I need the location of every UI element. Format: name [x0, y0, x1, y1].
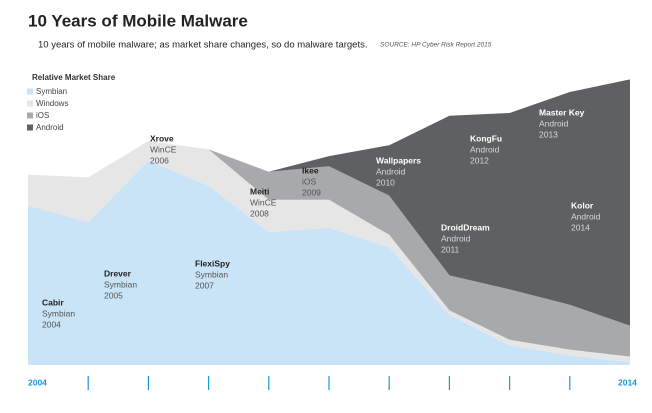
annotation-year: 2014: [571, 222, 590, 232]
annotation-platform: Android: [539, 118, 569, 128]
annotation-year: 2008: [250, 208, 269, 218]
annotation-platform: Android: [376, 166, 406, 176]
annotation-name: Cabir: [42, 297, 64, 307]
annotation-year: 2011: [441, 244, 460, 254]
area: [28, 141, 630, 357]
annotation-name: FlexiSpy: [195, 258, 230, 268]
annotation-platform: Android: [441, 233, 471, 243]
annotation-year: 2009: [302, 187, 321, 197]
legend-title: Relative Market Share: [32, 73, 116, 82]
annotation-name: Kolor: [571, 200, 594, 210]
annotation-platform: Android: [571, 211, 601, 221]
annotation-platform: WinCE: [250, 197, 277, 207]
legend-label: iOS: [36, 111, 49, 120]
annotation-platform: WinCE: [150, 144, 177, 154]
annotation-platform: Android: [470, 144, 500, 154]
x-tick-label: 2004: [28, 377, 47, 387]
annotation-year: 2007: [195, 280, 214, 290]
x-tick-label: 2014: [618, 377, 637, 387]
annotation-platform: Symbian: [42, 308, 75, 318]
legend-swatch: [27, 112, 33, 119]
annotation-year: 2013: [539, 129, 558, 139]
annotation-name: KongFu: [470, 133, 502, 143]
legend-swatch: [27, 124, 33, 131]
annotation-year: 2010: [376, 177, 395, 187]
chart-title: 10 Years of Mobile Malware: [28, 11, 248, 30]
annotation-name: DroidDream: [441, 222, 490, 232]
legend-swatch: [27, 88, 33, 95]
annotation-name: Ikee: [302, 165, 319, 175]
annotation-year: 2012: [470, 155, 489, 165]
annotation-year: 2004: [42, 319, 61, 329]
subtitle: 10 years of mobile malware; as market sh…: [38, 40, 368, 51]
legend-swatch: [27, 100, 33, 107]
legend-label: Android: [36, 123, 64, 132]
legend-label: Symbian: [36, 87, 67, 96]
annotation-name: Wallpapers: [376, 155, 421, 165]
area: [28, 160, 630, 365]
annotation-name: Xrove: [150, 133, 174, 143]
annotation-platform: iOS: [302, 176, 317, 186]
area: [28, 79, 630, 326]
legend-label: Windows: [36, 99, 68, 108]
annotation-name: Master Key: [539, 107, 585, 117]
source: SOURCE: HP Cyber Risk Report 2015: [380, 42, 492, 49]
annotation-name: Meiti: [250, 186, 269, 196]
annotation-year: 2005: [104, 290, 123, 300]
annotation-name: Drever: [104, 268, 132, 278]
annotation-platform: Symbian: [195, 269, 228, 279]
annotation-platform: Symbian: [104, 279, 137, 289]
annotation-year: 2006: [150, 155, 169, 165]
